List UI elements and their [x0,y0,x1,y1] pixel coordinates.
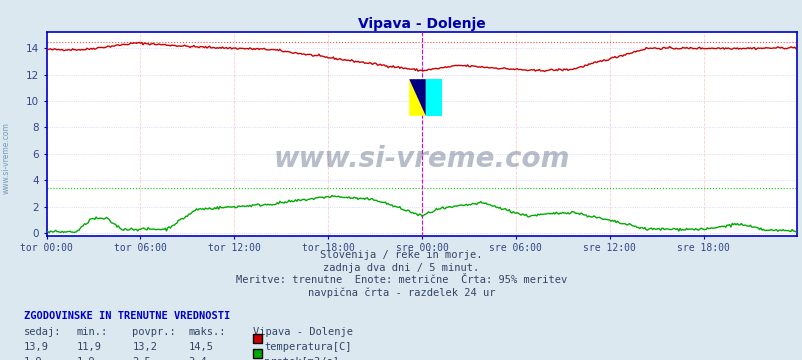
Text: 13,9: 13,9 [24,342,49,352]
Text: povpr.:: povpr.: [132,327,176,337]
Text: Slovenija / reke in morje.: Slovenija / reke in morje. [320,250,482,260]
Text: zadnja dva dni / 5 minut.: zadnja dva dni / 5 minut. [323,263,479,273]
Text: ZGODOVINSKE IN TRENUTNE VREDNOSTI: ZGODOVINSKE IN TRENUTNE VREDNOSTI [24,311,230,321]
Polygon shape [409,79,425,116]
Polygon shape [425,79,442,116]
Text: 13,2: 13,2 [132,342,157,352]
Text: Vipava - Dolenje: Vipava - Dolenje [253,327,353,337]
Polygon shape [409,79,425,116]
Text: 3,4: 3,4 [188,357,207,360]
Text: www.si-vreme.com: www.si-vreme.com [2,122,11,194]
Text: 2,5: 2,5 [132,357,151,360]
Text: 11,9: 11,9 [76,342,101,352]
Title: Vipava - Dolenje: Vipava - Dolenje [358,17,485,31]
Text: min.:: min.: [76,327,107,337]
Text: www.si-vreme.com: www.si-vreme.com [273,144,569,172]
Text: pretok[m3/s]: pretok[m3/s] [264,357,338,360]
Text: temperatura[C]: temperatura[C] [264,342,351,352]
Text: 1,9: 1,9 [24,357,43,360]
Text: 1,9: 1,9 [76,357,95,360]
Text: sedaj:: sedaj: [24,327,62,337]
Text: maks.:: maks.: [188,327,226,337]
Text: Meritve: trenutne  Enote: metrične  Črta: 95% meritev: Meritve: trenutne Enote: metrične Črta: … [236,275,566,285]
Text: navpična črta - razdelek 24 ur: navpična črta - razdelek 24 ur [307,288,495,298]
Text: 14,5: 14,5 [188,342,213,352]
